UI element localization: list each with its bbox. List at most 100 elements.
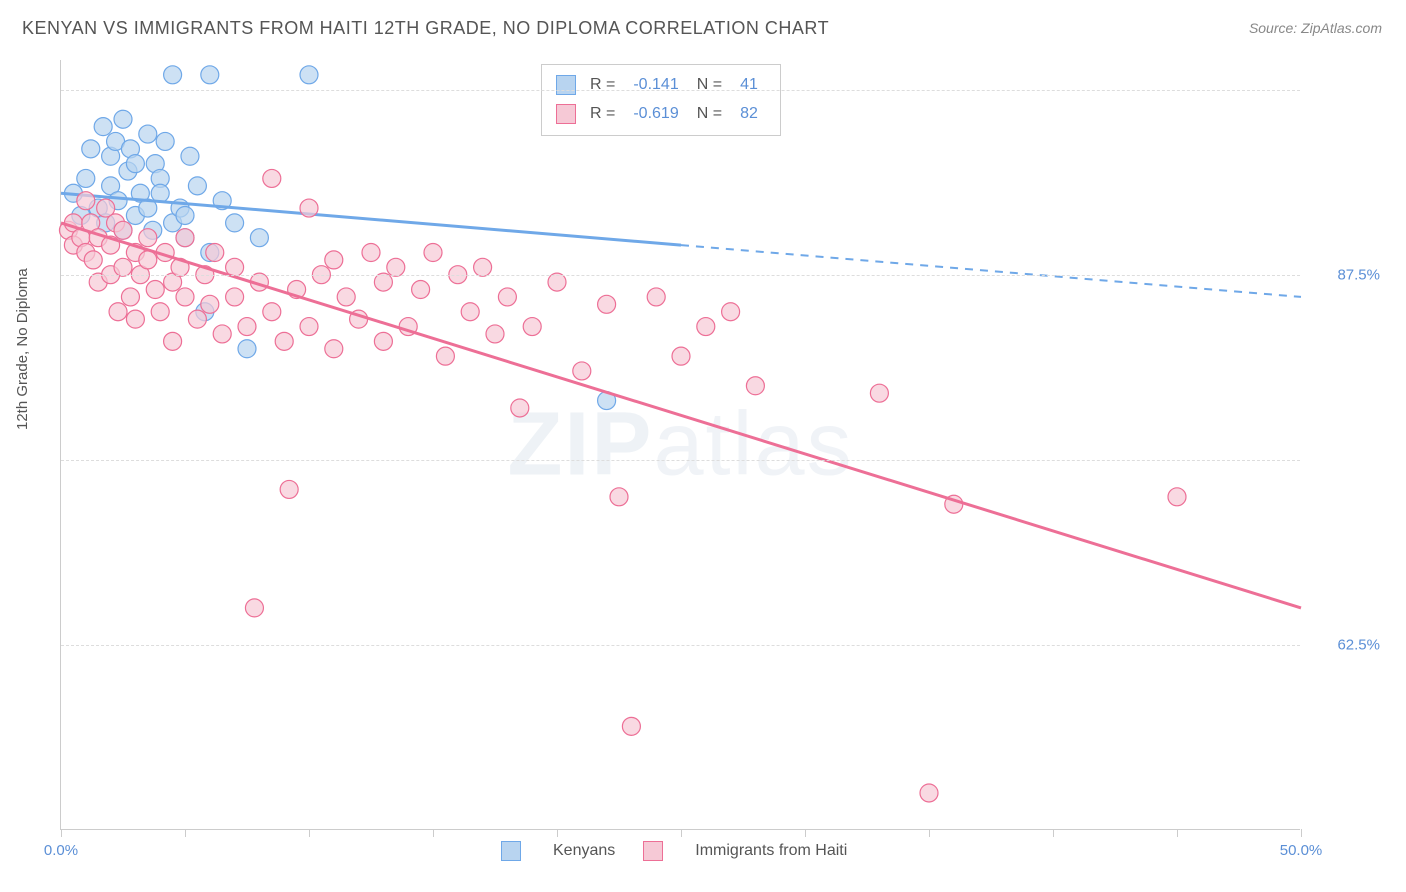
scatter-point <box>82 140 100 158</box>
scatter-point <box>325 340 343 358</box>
stat-r-value-haiti: -0.619 <box>633 100 678 129</box>
scatter-point <box>474 258 492 276</box>
scatter-point <box>77 192 95 210</box>
stats-box: R = -0.141 N = 41 R = -0.619 N = 82 <box>541 64 781 136</box>
scatter-point <box>146 281 164 299</box>
swatch-haiti <box>556 104 576 124</box>
legend-swatch-haiti <box>643 841 663 861</box>
scatter-point <box>920 784 938 802</box>
scatter-point <box>300 199 318 217</box>
x-tick <box>61 829 62 837</box>
x-tick <box>1177 829 1178 837</box>
scatter-point <box>337 288 355 306</box>
scatter-point <box>109 303 127 321</box>
scatter-point <box>226 288 244 306</box>
scatter-point <box>622 717 640 735</box>
scatter-point <box>238 340 256 358</box>
scatter-point <box>176 206 194 224</box>
x-tick-label: 0.0% <box>44 842 78 859</box>
chart-title: KENYAN VS IMMIGRANTS FROM HAITI 12TH GRA… <box>22 18 829 39</box>
scatter-point <box>412 281 430 299</box>
stats-row-kenyans: R = -0.141 N = 41 <box>556 71 766 100</box>
scatter-point <box>697 318 715 336</box>
scatter-point <box>201 66 219 84</box>
legend: Kenyans Immigrants from Haiti <box>501 841 847 861</box>
legend-label-haiti: Immigrants from Haiti <box>695 842 847 860</box>
x-tick <box>309 829 310 837</box>
scatter-point <box>573 362 591 380</box>
scatter-point <box>114 221 132 239</box>
stat-n-label: N = <box>697 71 722 100</box>
stat-n-value-haiti: 82 <box>740 100 758 129</box>
scatter-point <box>598 295 616 313</box>
scatter-point <box>84 251 102 269</box>
x-tick <box>433 829 434 837</box>
source-attribution: Source: ZipAtlas.com <box>1249 20 1382 36</box>
scatter-point <box>424 244 442 262</box>
scatter-point <box>870 384 888 402</box>
x-tick <box>557 829 558 837</box>
scatter-point <box>672 347 690 365</box>
scatter-point <box>164 332 182 350</box>
x-tick <box>1301 829 1302 837</box>
swatch-kenyans <box>556 75 576 95</box>
legend-label-kenyans: Kenyans <box>553 842 615 860</box>
scatter-point <box>300 318 318 336</box>
scatter-point <box>139 125 157 143</box>
scatter-point <box>77 169 95 187</box>
scatter-point <box>139 251 157 269</box>
scatter-point <box>374 332 392 350</box>
y-tick-label: 87.5% <box>1337 266 1380 283</box>
stat-r-value-kenyans: -0.141 <box>633 71 678 100</box>
scatter-point <box>114 110 132 128</box>
gridline <box>61 460 1300 461</box>
scatter-point <box>238 318 256 336</box>
scatter-point <box>139 229 157 247</box>
scatter-point <box>250 229 268 247</box>
stat-r-label: R = <box>590 71 615 100</box>
x-tick <box>929 829 930 837</box>
y-tick-label: 62.5% <box>1337 636 1380 653</box>
x-tick <box>681 829 682 837</box>
scatter-point <box>176 229 194 247</box>
scatter-point <box>263 169 281 187</box>
scatter-point <box>275 332 293 350</box>
gridline <box>61 275 1300 276</box>
scatter-point <box>201 295 219 313</box>
scatter-point <box>461 303 479 321</box>
x-tick <box>1053 829 1054 837</box>
regression-line-dashed <box>681 245 1301 297</box>
scatter-point <box>245 599 263 617</box>
scatter-point <box>206 244 224 262</box>
scatter-point <box>436 347 454 365</box>
scatter-point <box>722 303 740 321</box>
scatter-point <box>156 132 174 150</box>
scatter-point <box>164 66 182 84</box>
scatter-point <box>523 318 541 336</box>
scatter-point <box>498 288 516 306</box>
scatter-point <box>647 288 665 306</box>
scatter-point <box>126 310 144 328</box>
scatter-point <box>1168 488 1186 506</box>
scatter-point <box>610 488 628 506</box>
x-tick-label: 50.0% <box>1280 842 1323 859</box>
y-axis-label: 12th Grade, No Diploma <box>14 268 31 430</box>
scatter-point <box>151 303 169 321</box>
scatter-point <box>300 66 318 84</box>
scatter-point <box>114 258 132 276</box>
scatter-point <box>325 251 343 269</box>
scatter-point <box>374 273 392 291</box>
scatter-point <box>548 273 566 291</box>
scatter-point <box>121 288 139 306</box>
stats-row-haiti: R = -0.619 N = 82 <box>556 100 766 129</box>
legend-swatch-kenyans <box>501 841 521 861</box>
scatter-point <box>181 147 199 165</box>
scatter-point <box>746 377 764 395</box>
scatter-point <box>226 214 244 232</box>
scatter-point <box>486 325 504 343</box>
gridline <box>61 645 1300 646</box>
plot-area: ZIPatlas R = -0.141 N = 41 R = -0.619 N … <box>60 60 1300 830</box>
x-tick <box>805 829 806 837</box>
scatter-point <box>387 258 405 276</box>
stat-n-value-kenyans: 41 <box>740 71 758 100</box>
